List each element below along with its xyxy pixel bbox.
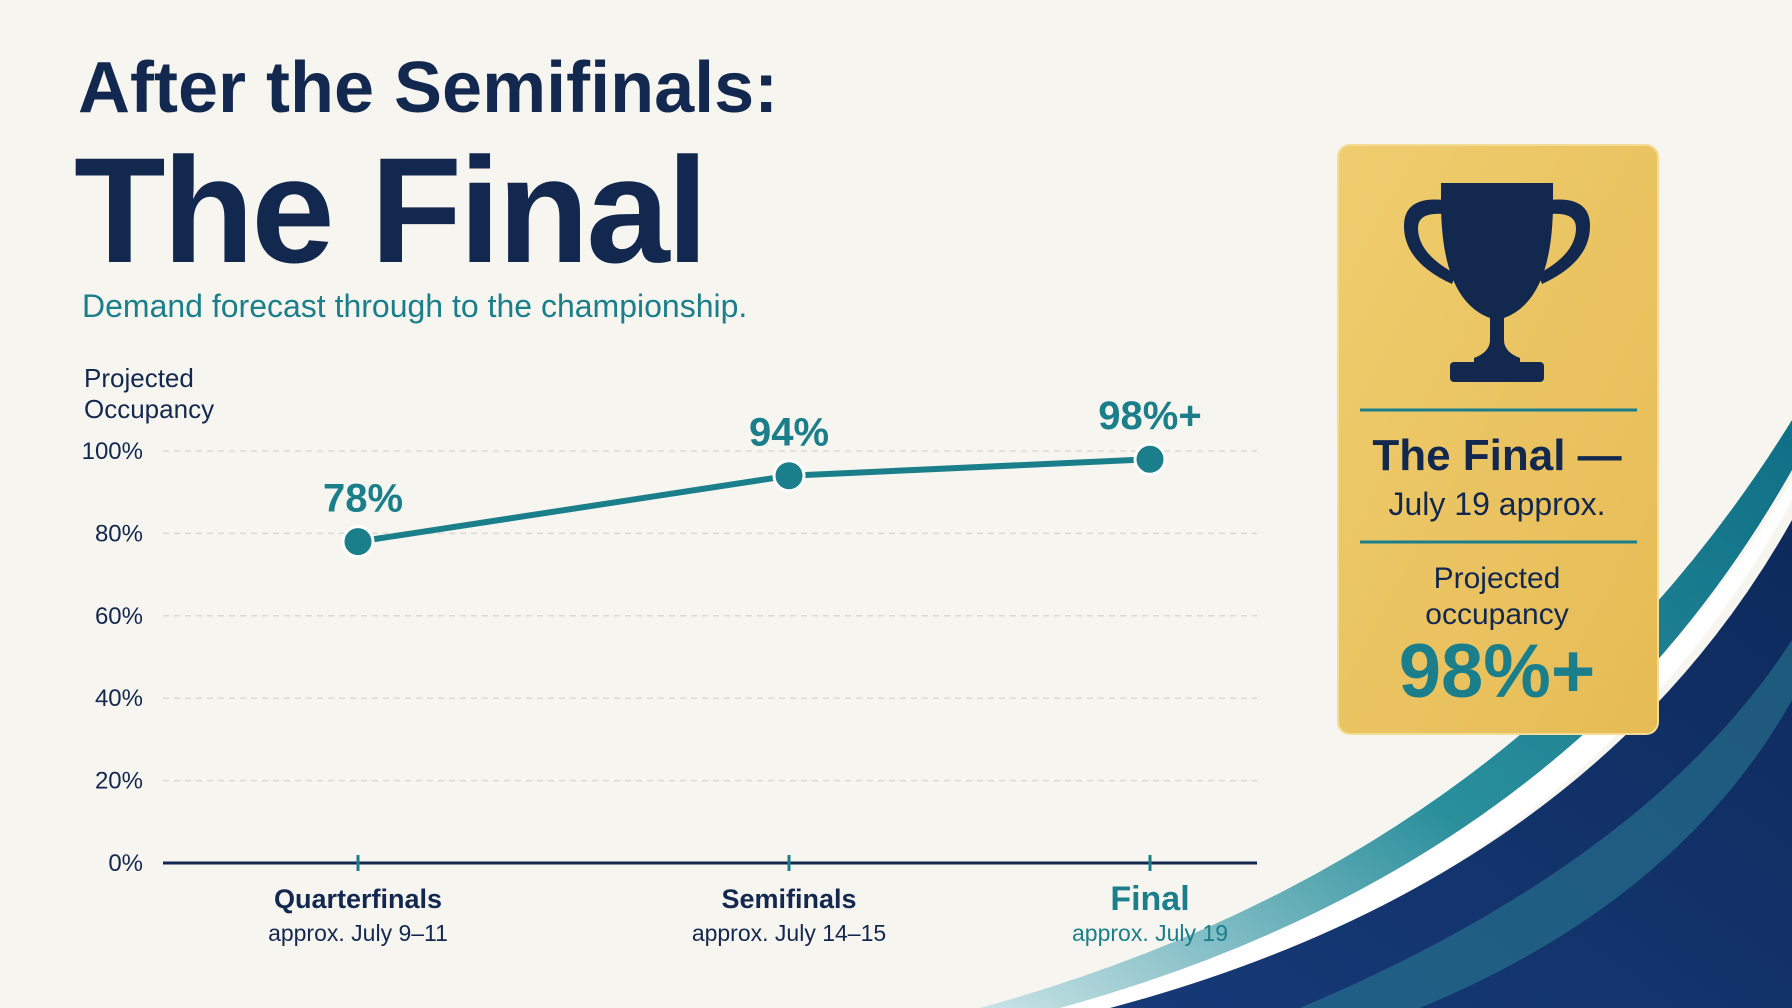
y-axis-label: Projected — [84, 363, 194, 393]
y-tick-label: 80% — [95, 520, 143, 547]
y-tick-label: 60% — [95, 603, 143, 630]
value-label: 98%+ — [1098, 394, 1201, 438]
x-tick-note: approx. July 19 — [1072, 920, 1228, 946]
headline: The Final — [74, 126, 705, 294]
card-value: 98%+ — [1399, 629, 1596, 714]
plot: 0% 20% 40% 60% 80% 100% Quarterfinals approx. J… — [82, 394, 1257, 946]
x-tick-label: Final — [1110, 880, 1189, 918]
y-tick-label: 100% — [82, 438, 143, 465]
point — [341, 525, 375, 559]
y-tick-label: 20% — [95, 768, 143, 795]
card-label: occupancy — [1425, 598, 1568, 631]
card-label: Projected — [1434, 562, 1561, 595]
y-axis-label: Occupancy — [84, 394, 214, 424]
card-title: The Final — — [1372, 431, 1621, 480]
x-tick-note: approx. July 9–11 — [268, 920, 448, 946]
value-label: 94% — [749, 411, 829, 455]
x-tick-label: Semifinals — [721, 884, 856, 914]
card-date: July 19 approx. — [1388, 486, 1605, 522]
point — [1133, 442, 1167, 476]
y-tick-label: 40% — [95, 685, 143, 712]
title: After the Semifinals: — [78, 48, 778, 128]
value-label: 78% — [323, 477, 403, 521]
card: The Final — July 19 approx. Projected oc… — [1337, 144, 1659, 735]
line — [355, 456, 1153, 545]
x-tick-label: Quarterfinals — [274, 884, 442, 914]
point — [772, 459, 806, 493]
y-tick-label: 0% — [108, 850, 143, 877]
card-bg — [1337, 144, 1659, 735]
x-tick-note: approx. July 14–15 — [692, 920, 886, 946]
trophy-icon — [1404, 183, 1590, 382]
subtitle: Demand forecast through to the champions… — [82, 288, 747, 324]
swoosh-teal-band — [1300, 640, 1792, 1008]
